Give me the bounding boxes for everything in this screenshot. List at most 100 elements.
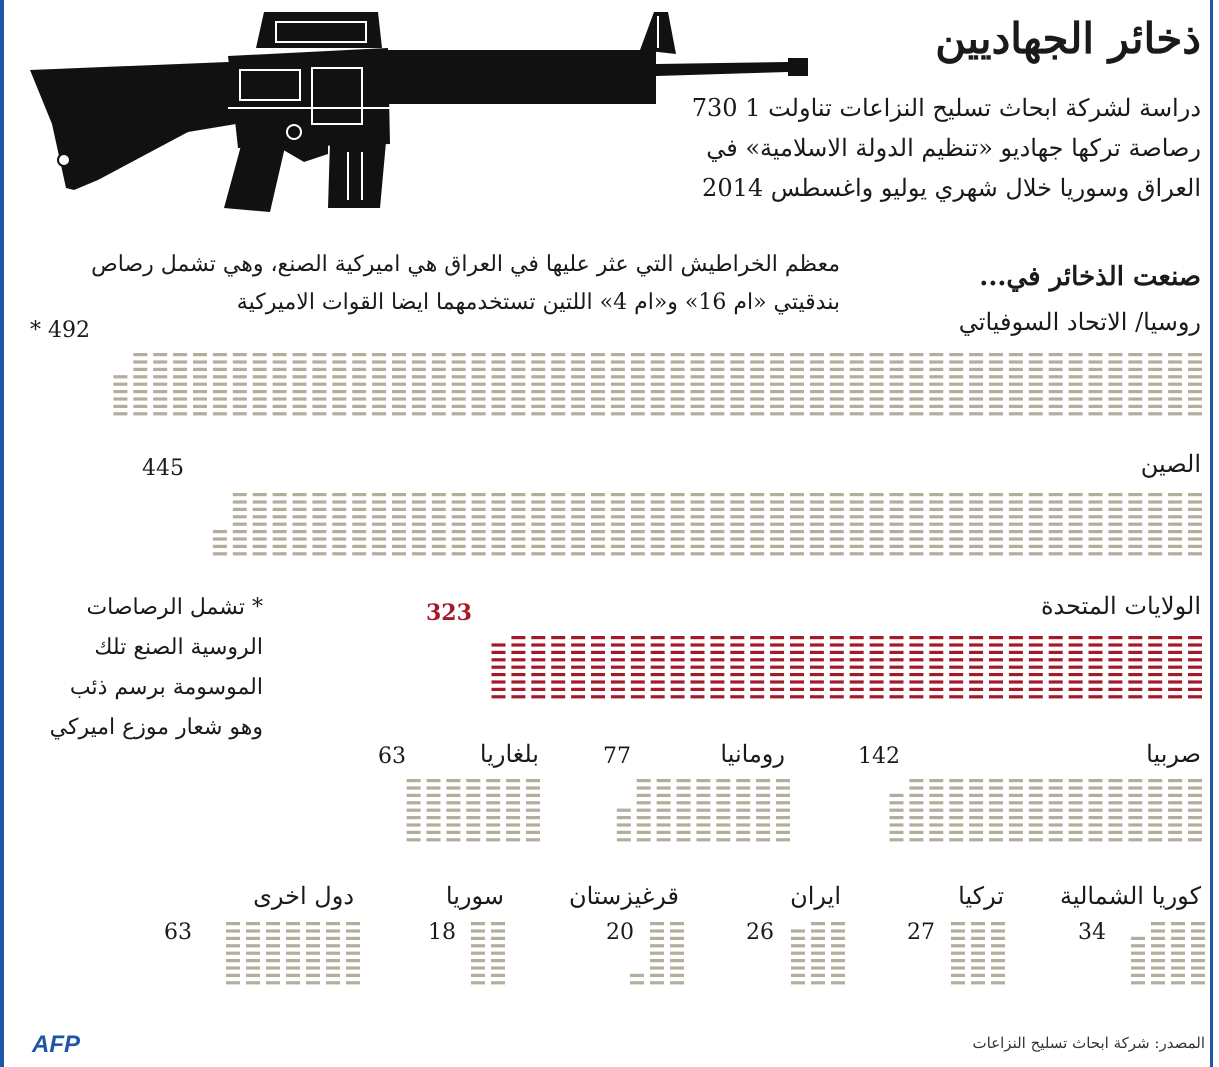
bullet-mark — [591, 390, 605, 394]
bullet-mark — [332, 552, 347, 556]
bullet-mark — [650, 493, 665, 497]
bullet-mark — [989, 823, 1003, 827]
bullet-mark — [610, 507, 625, 511]
bullet-mark — [809, 665, 824, 669]
bullet-mark — [511, 537, 526, 541]
bullet-mark — [1188, 537, 1202, 541]
bullet-mark — [849, 507, 864, 511]
bullet-mark — [1108, 537, 1123, 541]
bullet-mark — [776, 808, 790, 812]
bullet-group-8 — [791, 922, 845, 985]
bullet-mark — [849, 658, 864, 662]
bullet-mark — [909, 643, 924, 647]
bullet-mark — [630, 360, 645, 364]
bullet-mark — [392, 522, 406, 526]
bullet-mark — [650, 929, 664, 933]
bullet-mark — [1008, 830, 1023, 834]
bullet-mark — [670, 390, 685, 394]
bullet-mark — [431, 404, 446, 408]
bullet-mark — [451, 522, 466, 526]
bullet-mark — [1048, 643, 1063, 647]
bullet-mark — [710, 375, 725, 379]
bullet-mark — [312, 397, 327, 401]
bullet-mark — [1148, 544, 1163, 548]
bullet-mark — [730, 665, 745, 669]
bullet-mark — [491, 922, 505, 926]
bullet-mark — [951, 966, 965, 970]
bullet-mark — [630, 404, 645, 408]
bullet-mark — [1131, 951, 1145, 955]
bullet-mark — [466, 838, 481, 842]
bullet-mark — [776, 823, 790, 827]
bullet-mark — [750, 360, 765, 364]
bullet-mark — [889, 658, 904, 662]
bullet-mark — [446, 808, 461, 812]
bullet-mark — [630, 643, 645, 647]
bullet-mark — [266, 973, 280, 977]
bullet-mark — [431, 397, 446, 401]
bullet-mark — [252, 360, 267, 364]
bullet-mark — [630, 507, 645, 511]
bullet-mark — [690, 515, 705, 519]
bullet-mark — [1088, 552, 1103, 556]
bullet-mark — [326, 966, 340, 970]
bullet-mark — [909, 375, 924, 379]
bullet-mark — [292, 353, 307, 357]
bullet-mark — [776, 838, 790, 842]
bullet-mark — [1168, 779, 1183, 783]
bullet-mark — [486, 830, 501, 834]
bullet-mark — [869, 375, 884, 379]
bullet-mark — [730, 404, 745, 408]
bullet-mark — [869, 353, 884, 357]
bullet-mark — [1028, 500, 1043, 504]
bullet-mark — [1188, 382, 1202, 386]
bullet-mark — [650, 981, 664, 985]
bullet-mark — [730, 695, 745, 699]
bullet-mark — [929, 636, 944, 640]
bullet-mark — [1108, 382, 1123, 386]
bullet-mark — [531, 537, 546, 541]
bullet-mark — [1168, 353, 1183, 357]
bullet-mark — [1148, 823, 1163, 827]
bullet-mark — [1188, 643, 1202, 647]
bullet-mark — [710, 397, 725, 401]
afp-logo-text: AFP — [31, 1031, 81, 1058]
made-in-heading: صنعت الذخائر في... — [979, 262, 1201, 292]
bullet-mark — [610, 390, 625, 394]
bullet-mark — [1168, 404, 1183, 408]
bullet-mark — [949, 786, 964, 790]
bullet-mark — [571, 544, 586, 548]
bullet-mark — [1148, 838, 1163, 842]
value-label: 26 — [746, 920, 774, 945]
bullet-mark — [1148, 786, 1163, 790]
bullet-mark — [636, 786, 651, 790]
bullet-mark — [411, 382, 426, 386]
bullet-mark — [352, 500, 367, 504]
bullet-mark — [392, 353, 406, 357]
bullet-mark — [332, 522, 347, 526]
bullet-mark — [750, 367, 765, 371]
bullet-mark — [1108, 367, 1123, 371]
bullet-mark — [1191, 936, 1205, 940]
bullet-mark — [551, 515, 566, 519]
bullet-mark — [676, 823, 691, 827]
bullet-mark — [1088, 544, 1103, 548]
bullet-mark — [266, 936, 280, 940]
bullet-mark — [1068, 353, 1083, 357]
bullet-mark — [491, 929, 505, 933]
bullet-mark — [791, 966, 805, 970]
bullet-mark — [372, 537, 387, 541]
bullet-mark — [650, 375, 665, 379]
bullet-mark — [451, 390, 466, 394]
bullet-mark — [113, 390, 128, 394]
category-label: كوريا الشمالية — [1059, 882, 1201, 910]
bullet-mark — [989, 507, 1003, 511]
bullet-mark — [1188, 680, 1202, 684]
bullet-mark — [650, 922, 664, 926]
bullet-mark — [1128, 830, 1143, 834]
bullet-mark — [1191, 973, 1205, 977]
bullet-mark — [411, 530, 426, 534]
bullet-mark — [811, 973, 825, 977]
bullet-mark — [849, 493, 864, 497]
bullet-mark — [971, 981, 985, 985]
